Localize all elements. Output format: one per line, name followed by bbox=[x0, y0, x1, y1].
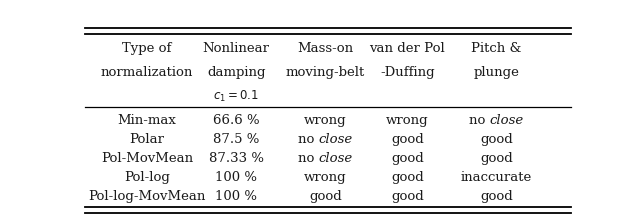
Text: Pitch &: Pitch & bbox=[472, 42, 522, 55]
Text: wrong: wrong bbox=[304, 171, 347, 184]
Text: Pol-log: Pol-log bbox=[124, 171, 170, 184]
Text: 87.33 %: 87.33 % bbox=[209, 152, 264, 165]
Text: Nonlinear: Nonlinear bbox=[203, 42, 269, 55]
Text: 87.5 %: 87.5 % bbox=[213, 133, 259, 146]
Text: close: close bbox=[490, 114, 524, 127]
Text: good: good bbox=[391, 171, 424, 184]
Text: inaccurate: inaccurate bbox=[461, 171, 532, 184]
Text: no: no bbox=[298, 152, 319, 165]
Text: 66.6 %: 66.6 % bbox=[213, 114, 260, 127]
Text: good: good bbox=[309, 190, 342, 203]
Text: no: no bbox=[298, 133, 319, 146]
Text: 100 %: 100 % bbox=[215, 171, 257, 184]
Text: good: good bbox=[391, 133, 424, 146]
Text: good: good bbox=[480, 190, 513, 203]
Text: good: good bbox=[391, 190, 424, 203]
Text: Pol-log-MovMean: Pol-log-MovMean bbox=[88, 190, 205, 203]
Text: good: good bbox=[480, 152, 513, 165]
Text: wrong: wrong bbox=[304, 114, 347, 127]
Text: damping: damping bbox=[207, 66, 266, 79]
Text: wrong: wrong bbox=[386, 114, 429, 127]
Text: close: close bbox=[319, 133, 353, 146]
Text: Min-max: Min-max bbox=[118, 114, 177, 127]
Text: moving-belt: moving-belt bbox=[286, 66, 365, 79]
Text: good: good bbox=[480, 133, 513, 146]
Text: Polar: Polar bbox=[129, 133, 164, 146]
Text: plunge: plunge bbox=[474, 66, 520, 79]
Text: good: good bbox=[391, 152, 424, 165]
Text: 100 %: 100 % bbox=[215, 190, 257, 203]
Text: Type of: Type of bbox=[122, 42, 172, 55]
Text: van der Pol: van der Pol bbox=[369, 42, 445, 55]
Text: Pol-MovMean: Pol-MovMean bbox=[101, 152, 193, 165]
Text: Mass-on: Mass-on bbox=[298, 42, 353, 55]
Text: no: no bbox=[469, 114, 490, 127]
Text: -Duffing: -Duffing bbox=[380, 66, 435, 79]
Text: normalization: normalization bbox=[100, 66, 193, 79]
Text: close: close bbox=[319, 152, 353, 165]
Text: $c_1 = 0.1$: $c_1 = 0.1$ bbox=[213, 89, 259, 104]
